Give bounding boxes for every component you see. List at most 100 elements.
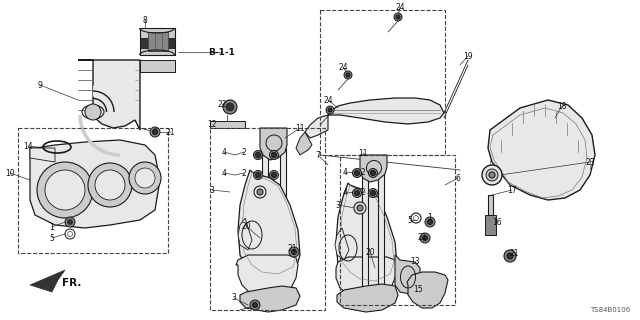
Circle shape bbox=[67, 220, 72, 225]
Circle shape bbox=[369, 169, 378, 178]
Text: 24: 24 bbox=[323, 95, 333, 105]
Polygon shape bbox=[240, 286, 300, 312]
Polygon shape bbox=[296, 132, 312, 155]
Polygon shape bbox=[378, 170, 384, 295]
Text: 5: 5 bbox=[408, 215, 412, 225]
Text: 2: 2 bbox=[242, 169, 246, 178]
Circle shape bbox=[328, 108, 332, 112]
Polygon shape bbox=[30, 148, 55, 162]
Text: 10: 10 bbox=[5, 169, 15, 178]
Circle shape bbox=[371, 171, 376, 175]
Circle shape bbox=[371, 190, 376, 196]
Polygon shape bbox=[140, 28, 175, 55]
Text: 15: 15 bbox=[413, 285, 423, 294]
Text: 19: 19 bbox=[463, 52, 473, 60]
Text: 9: 9 bbox=[38, 81, 42, 90]
Circle shape bbox=[271, 153, 276, 157]
Text: 16: 16 bbox=[492, 218, 502, 227]
Polygon shape bbox=[148, 32, 168, 51]
Polygon shape bbox=[238, 218, 252, 250]
Polygon shape bbox=[260, 128, 287, 160]
Text: 6: 6 bbox=[456, 173, 460, 182]
Text: 2: 2 bbox=[242, 148, 246, 156]
Text: 11: 11 bbox=[358, 148, 368, 157]
Circle shape bbox=[269, 150, 278, 159]
Text: 2: 2 bbox=[360, 167, 365, 177]
Text: 17: 17 bbox=[507, 186, 517, 195]
Circle shape bbox=[394, 13, 402, 21]
Text: 4: 4 bbox=[221, 148, 227, 156]
Circle shape bbox=[129, 162, 161, 194]
Circle shape bbox=[504, 250, 516, 262]
Circle shape bbox=[37, 162, 93, 218]
Circle shape bbox=[223, 100, 237, 114]
Text: 4: 4 bbox=[342, 188, 348, 196]
Circle shape bbox=[422, 236, 428, 241]
Polygon shape bbox=[395, 255, 420, 295]
Text: 13: 13 bbox=[410, 258, 420, 267]
Text: TS84B0106: TS84B0106 bbox=[589, 307, 630, 313]
Circle shape bbox=[253, 302, 257, 308]
Text: 8: 8 bbox=[143, 15, 147, 25]
Circle shape bbox=[45, 170, 85, 210]
Text: 22: 22 bbox=[217, 100, 227, 108]
Text: 20: 20 bbox=[241, 221, 251, 230]
Polygon shape bbox=[328, 98, 444, 124]
Text: 12: 12 bbox=[207, 119, 217, 129]
Circle shape bbox=[65, 217, 75, 227]
Text: 18: 18 bbox=[557, 101, 567, 110]
Circle shape bbox=[355, 190, 360, 196]
Polygon shape bbox=[78, 60, 140, 130]
Circle shape bbox=[253, 171, 262, 180]
Text: 14: 14 bbox=[23, 141, 33, 150]
Circle shape bbox=[254, 186, 266, 198]
Polygon shape bbox=[238, 170, 300, 280]
Circle shape bbox=[255, 172, 260, 178]
Text: 11: 11 bbox=[295, 124, 305, 132]
Circle shape bbox=[354, 202, 366, 214]
Text: 1: 1 bbox=[428, 212, 433, 221]
Circle shape bbox=[353, 169, 362, 178]
Polygon shape bbox=[336, 257, 397, 300]
Circle shape bbox=[486, 169, 498, 181]
Polygon shape bbox=[488, 100, 595, 200]
Circle shape bbox=[369, 188, 378, 197]
Text: FR.: FR. bbox=[62, 278, 82, 288]
Text: 4: 4 bbox=[221, 169, 227, 178]
Polygon shape bbox=[485, 215, 496, 235]
Circle shape bbox=[344, 71, 352, 79]
Polygon shape bbox=[407, 272, 448, 308]
Circle shape bbox=[85, 104, 101, 120]
Circle shape bbox=[150, 127, 160, 137]
Text: 3: 3 bbox=[335, 201, 340, 210]
Circle shape bbox=[255, 153, 260, 157]
Circle shape bbox=[250, 300, 260, 310]
Circle shape bbox=[88, 163, 132, 207]
Circle shape bbox=[253, 150, 262, 159]
Circle shape bbox=[507, 253, 513, 259]
Text: 5: 5 bbox=[49, 234, 54, 243]
Polygon shape bbox=[337, 284, 398, 312]
Polygon shape bbox=[360, 155, 387, 182]
Circle shape bbox=[95, 170, 125, 200]
Text: 3: 3 bbox=[232, 293, 236, 302]
Circle shape bbox=[291, 250, 296, 254]
Circle shape bbox=[428, 220, 433, 225]
Circle shape bbox=[269, 171, 278, 180]
Polygon shape bbox=[140, 60, 175, 72]
Polygon shape bbox=[336, 183, 397, 288]
Text: 21: 21 bbox=[417, 233, 427, 242]
Text: 3: 3 bbox=[209, 186, 214, 195]
Polygon shape bbox=[140, 38, 175, 48]
Circle shape bbox=[489, 172, 495, 178]
Circle shape bbox=[271, 172, 276, 178]
Circle shape bbox=[346, 73, 350, 77]
Polygon shape bbox=[262, 148, 268, 295]
Circle shape bbox=[226, 103, 234, 111]
Circle shape bbox=[420, 233, 430, 243]
Polygon shape bbox=[305, 115, 328, 138]
Text: 2: 2 bbox=[360, 188, 365, 196]
Polygon shape bbox=[280, 148, 286, 295]
Polygon shape bbox=[488, 195, 493, 215]
Circle shape bbox=[152, 130, 157, 134]
